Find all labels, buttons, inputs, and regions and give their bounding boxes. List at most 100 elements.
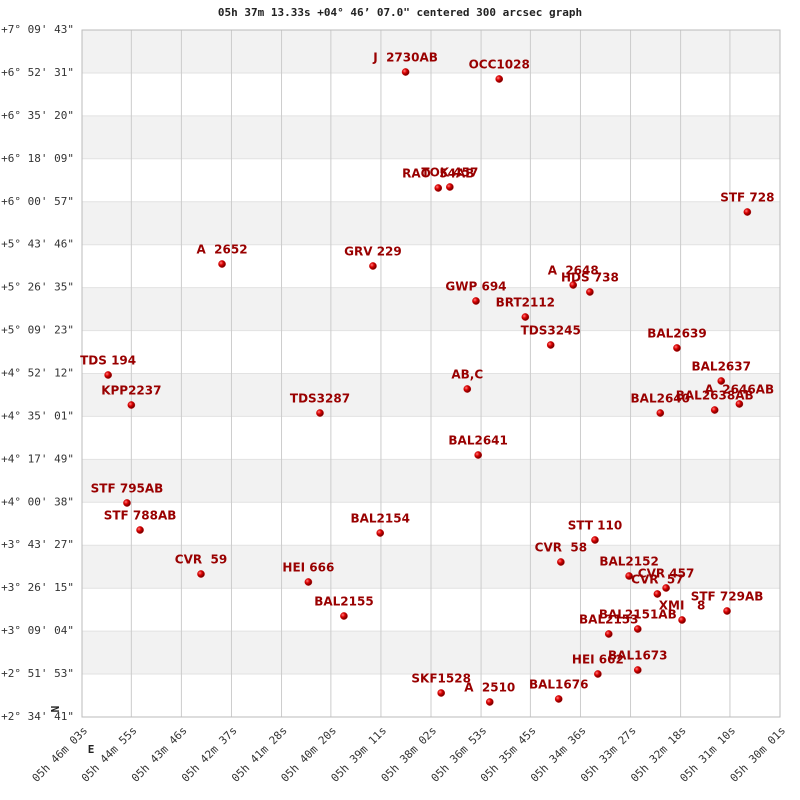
x-axis-label: E <box>88 743 95 756</box>
star-label: A 2646AB <box>705 382 774 396</box>
star-label: BRT2112 <box>496 296 555 310</box>
star <box>136 526 144 534</box>
star <box>485 698 494 706</box>
star-label: GRV 229 <box>344 245 402 259</box>
star <box>376 529 385 537</box>
star-label: BAL2151AB <box>599 607 677 621</box>
star-label: GWP 694 <box>445 279 506 293</box>
star-label: A 2652 <box>197 243 248 257</box>
star <box>594 670 602 678</box>
star <box>625 572 633 580</box>
star <box>678 616 686 624</box>
star-label: TDS3245 <box>521 323 581 337</box>
star-label: BAL2641 <box>448 434 507 448</box>
star-label: BAL1676 <box>529 677 588 691</box>
star-label: J 2730AB <box>372 51 438 65</box>
y-tick-label: +5° 43' 46" <box>1 238 74 251</box>
star <box>633 666 642 674</box>
star-label: BAL2154 <box>350 511 409 525</box>
star <box>743 208 752 216</box>
star <box>569 281 578 289</box>
star-label: BAL1673 <box>608 648 667 662</box>
star-label: CVR 58 <box>535 541 587 555</box>
star-label: STF 729AB <box>691 590 764 604</box>
chart-title: 05h 37m 13.33s +04° 46’ 07.0" centered 3… <box>218 6 582 19</box>
y-tick-label: +3° 09' 04" <box>1 624 74 637</box>
star <box>723 607 731 615</box>
star-label: TDS3287 <box>290 392 350 406</box>
star <box>662 584 670 592</box>
y-tick-label: +4° 17' 49" <box>1 452 74 465</box>
star-label: AB,C <box>451 367 483 381</box>
star-label: STF 795AB <box>91 481 164 495</box>
star <box>633 625 642 633</box>
y-tick-label: +4° 00' 38" <box>1 495 74 508</box>
star <box>472 297 480 305</box>
star <box>316 409 324 417</box>
y-tick-label: +6° 35' 20" <box>1 109 74 122</box>
star <box>495 75 504 83</box>
star-label: KPP2237 <box>101 384 161 398</box>
star-label: XMI 8 <box>659 598 706 612</box>
star-label: BAL2640 <box>631 392 690 406</box>
star-label: HDS 738 <box>561 270 619 284</box>
star <box>474 451 482 459</box>
y-tick-label: +5° 09' 23" <box>1 324 74 337</box>
star <box>710 406 719 414</box>
star-label: TDS 194 <box>80 353 136 367</box>
star <box>104 371 112 379</box>
star <box>586 288 594 296</box>
y-axis-label: N <box>49 706 62 713</box>
star <box>656 409 665 417</box>
star-label: CVR 59 <box>175 552 227 566</box>
y-tick-label: +2° 51' 53" <box>1 667 74 680</box>
y-tick-label: +4° 35' 01" <box>1 409 74 422</box>
star <box>446 183 454 191</box>
star <box>197 570 205 578</box>
star <box>717 377 726 385</box>
y-tick-label: +4° 52' 12" <box>1 367 74 380</box>
star-label: STF 728 <box>720 191 774 205</box>
y-tick-label: +6° 00' 57" <box>1 195 74 208</box>
star-label: BAL2637 <box>691 359 750 373</box>
star <box>304 578 313 586</box>
star <box>401 68 410 76</box>
plot-frame <box>81 29 781 718</box>
star <box>546 341 555 349</box>
star <box>127 401 136 409</box>
star-label: A 2648 <box>548 263 599 277</box>
star <box>591 536 599 544</box>
star <box>521 313 530 321</box>
star-label: STF 788AB <box>104 508 177 522</box>
star <box>554 695 563 703</box>
star-label: BAL2155 <box>314 595 373 609</box>
star-label: HEI 666 <box>282 560 334 574</box>
star <box>735 400 744 408</box>
star <box>123 499 131 507</box>
star-label: RAO 54AB <box>402 166 474 180</box>
y-tick-label: +3° 43' 27" <box>1 538 74 551</box>
star <box>340 612 348 620</box>
star-label: SKF1528 <box>411 671 471 685</box>
star-label: CVR 457 <box>638 566 695 580</box>
star-label: BAL2153 <box>579 612 638 626</box>
star <box>218 260 226 268</box>
y-tick-label: +3° 26' 15" <box>1 581 74 594</box>
star-label: BAL2152 <box>599 554 658 568</box>
y-tick-label: +6° 18' 09" <box>1 152 74 165</box>
y-tick-label: +2° 34' 41" <box>1 710 74 723</box>
star <box>369 262 377 270</box>
star-label: STT 110 <box>568 518 623 532</box>
star <box>673 344 681 352</box>
star <box>653 590 662 598</box>
star-label: CVR 57 <box>631 572 683 586</box>
star-label: TOK 457 <box>421 165 478 179</box>
star <box>437 689 445 697</box>
star <box>463 385 472 393</box>
star-label: A 2510 <box>464 680 515 694</box>
y-tick-label: +6° 52' 31" <box>1 66 74 79</box>
star <box>557 558 565 566</box>
star-label: OCC1028 <box>469 58 530 72</box>
